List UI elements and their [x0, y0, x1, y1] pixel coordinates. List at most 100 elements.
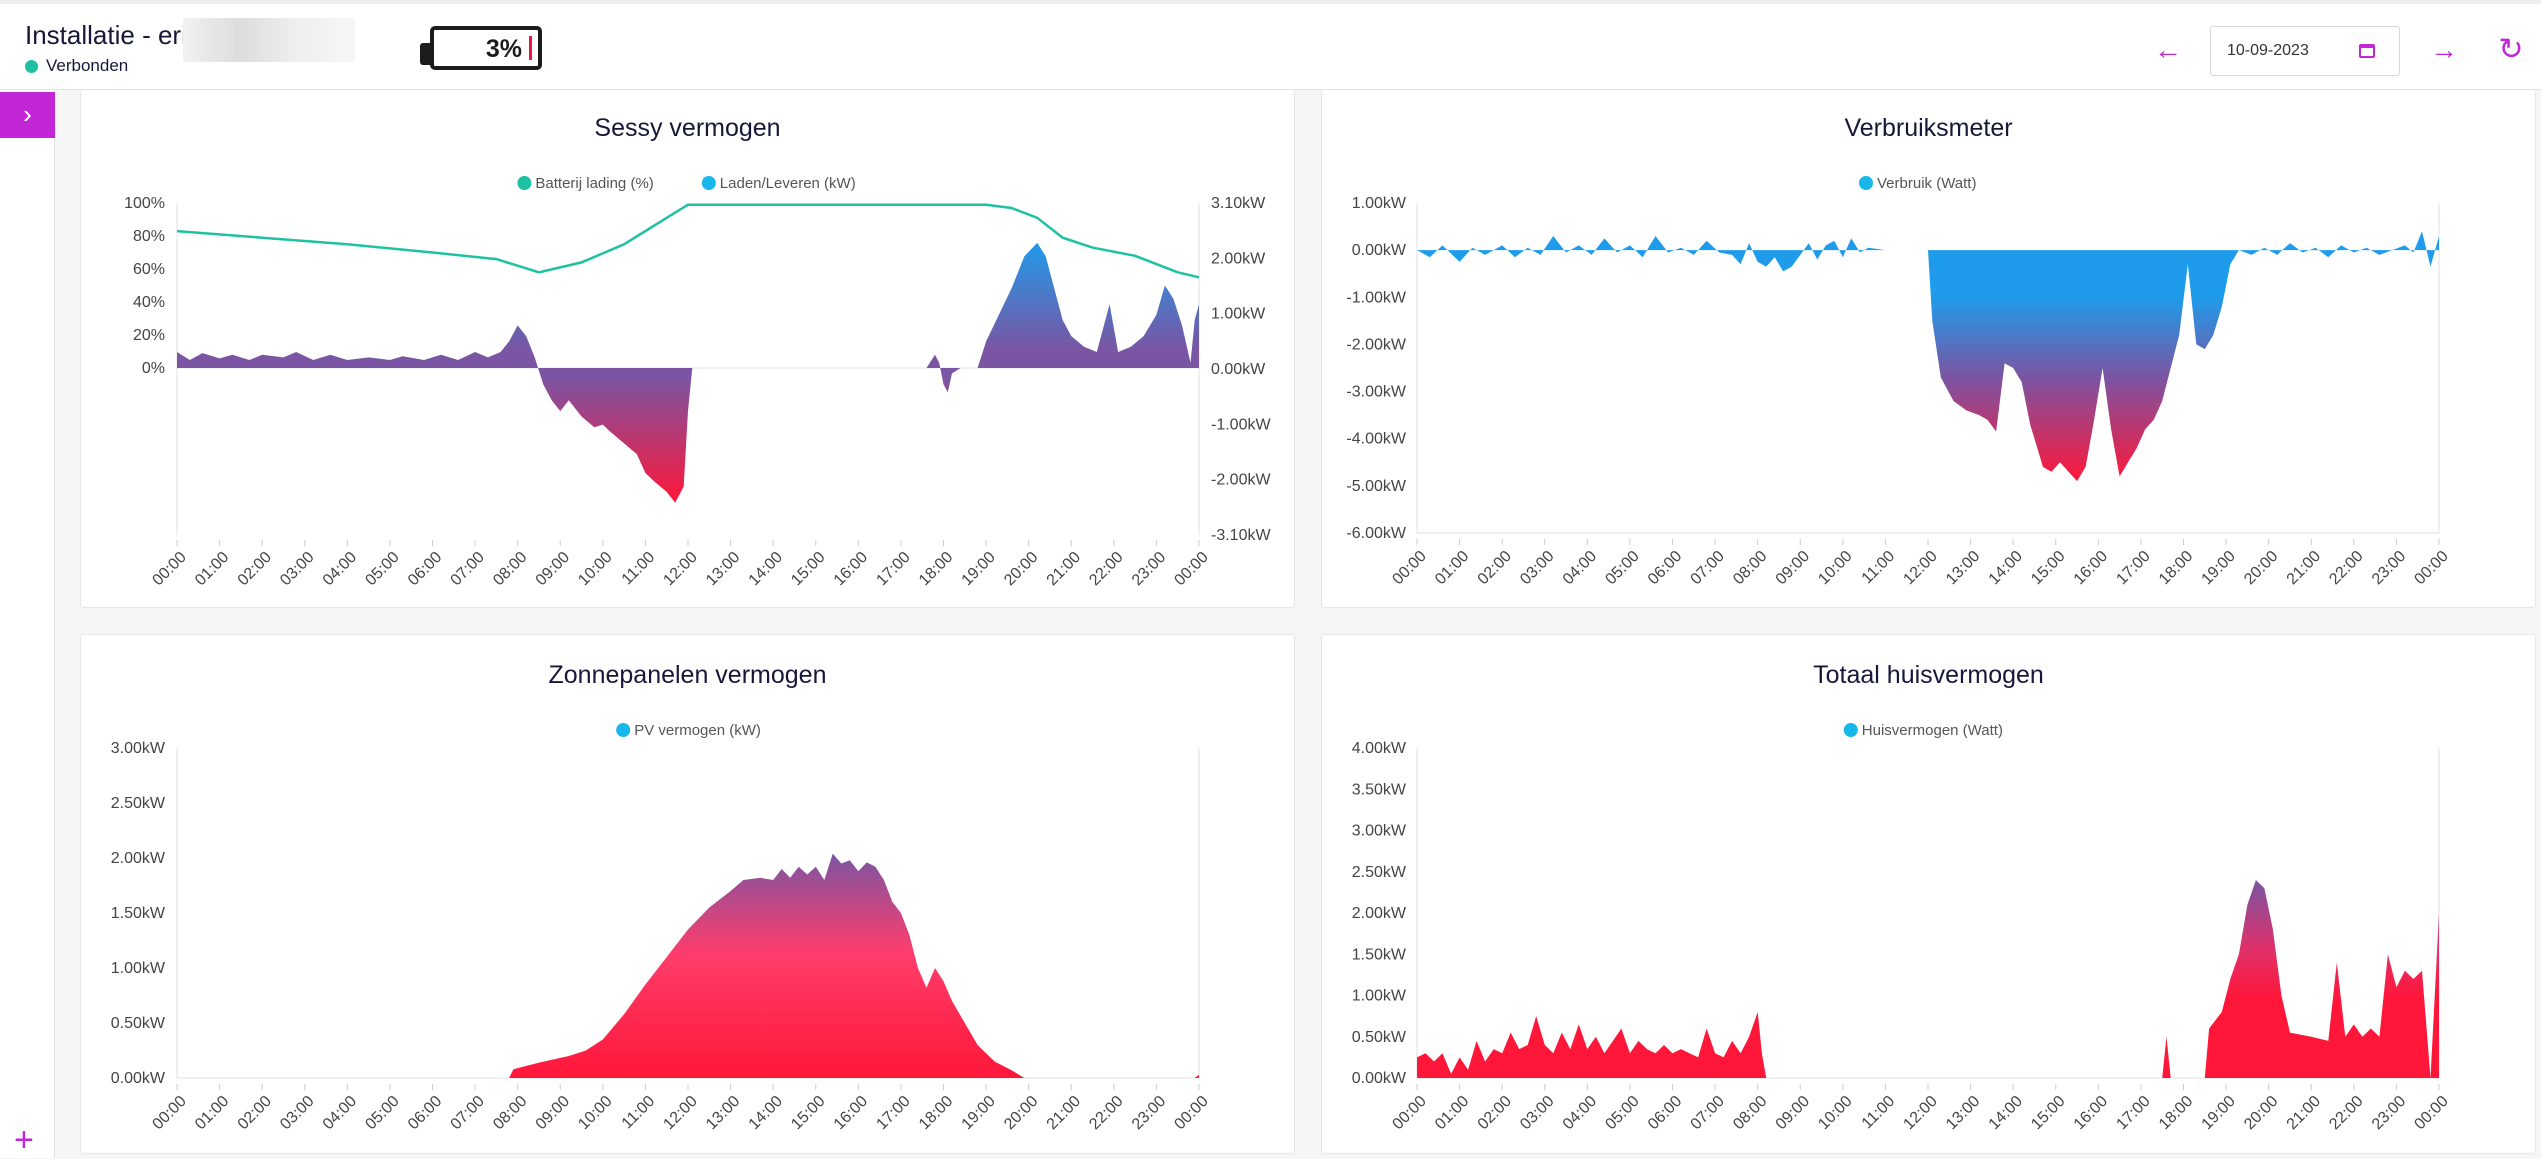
- x-tick-label: 03:00: [277, 549, 317, 589]
- x-tick-label: 11:00: [1859, 1093, 1899, 1133]
- x-tick-label: 01:00: [1432, 1093, 1472, 1133]
- legend-marker-2[interactable]: [701, 176, 716, 190]
- x-tick-label: 20:00: [1001, 549, 1041, 589]
- y-tick-label: 60%: [133, 261, 165, 278]
- y-tick-label: 2.00kW: [1352, 905, 1407, 922]
- x-tick-label: 02:00: [1475, 548, 1515, 588]
- x-tick-label: 01:00: [192, 549, 232, 589]
- legend-marker-1[interactable]: [517, 176, 532, 190]
- legend-label-2[interactable]: Laden/Leveren (kW): [720, 175, 856, 192]
- verbruik-chart-panel: Verbruiksmeter 1.00kW 0.00kW -1.00kW -2.00k…: [1321, 90, 2536, 608]
- x-tick-label: 18:00: [2156, 548, 2196, 588]
- x-tick-label: 07:00: [1688, 1093, 1728, 1133]
- x-tick-label: 21:00: [1044, 549, 1084, 589]
- x-tick-label: 03:00: [277, 1093, 317, 1133]
- y-tick-label: 1.00kW: [1352, 988, 1407, 1005]
- x-tick-label: 22:00: [2326, 1093, 2366, 1133]
- x-tick-label: 07:00: [448, 1093, 488, 1133]
- x-tick-label: 13:00: [1943, 1093, 1983, 1133]
- y-tick-label: 3.50kW: [1352, 781, 1407, 798]
- arrow-right-icon[interactable]: →: [2430, 34, 2458, 65]
- series-area-huis: [1417, 880, 2439, 1078]
- x-tick-label: 01:00: [1432, 548, 1472, 588]
- legend-label-1[interactable]: PV vermogen (kW): [634, 722, 761, 739]
- y-tick-label: -3.00kW: [1346, 384, 1406, 401]
- sessy-chart-panel: Sessy vermogen 100% 80% 60% 40% 20% 0% 3.10kW 2…: [80, 90, 1295, 608]
- x-tick-label: 14:00: [746, 1093, 786, 1133]
- y-tick-label: 1.50kW: [1352, 946, 1407, 963]
- x-tick-label: 15:00: [788, 1093, 828, 1133]
- legend-marker-1[interactable]: [616, 723, 631, 737]
- battery-body: 3%: [430, 26, 542, 70]
- x-tick-label: 00:00: [1389, 548, 1429, 588]
- y-tick-label: 0.00kW: [111, 1070, 166, 1087]
- x-tick-label: 15:00: [2028, 548, 2068, 588]
- y-tick-label: 100%: [124, 195, 165, 212]
- x-tick-label: 18:00: [916, 549, 956, 589]
- x-tick-label: 15:00: [2028, 1093, 2068, 1133]
- x-tick-label: 16:00: [2071, 548, 2111, 588]
- x-tick-label: 20:00: [1001, 1093, 1041, 1133]
- y-tick-label: 1.50kW: [111, 905, 166, 922]
- x-tick-label: 22:00: [1086, 1093, 1126, 1133]
- y-tick-label: -5.00kW: [1346, 478, 1406, 495]
- x-tick-label: 14:00: [1986, 548, 2026, 588]
- x-tick-label: 17:00: [873, 549, 913, 589]
- y-tick-label: -2.00kW: [1346, 336, 1406, 353]
- y-tick-label: 1.00kW: [111, 960, 166, 977]
- y-tick-label: 4.00kW: [1352, 740, 1407, 757]
- x-tick-label: 06:00: [1645, 548, 1685, 588]
- battery-fill: [529, 36, 532, 60]
- x-tick-label: 05:00: [362, 549, 402, 589]
- x-tick-label: 07:00: [448, 549, 488, 589]
- y-tick-label: 80%: [133, 228, 165, 245]
- x-tick-label: 08:00: [490, 549, 530, 589]
- x-tick-label: 04:00: [1560, 1093, 1600, 1133]
- status-label: Verbonden: [46, 56, 129, 75]
- x-tick-label: 18:00: [916, 1093, 956, 1133]
- legend-marker-1[interactable]: [1859, 176, 1873, 190]
- x-tick-label: 00:00: [2411, 548, 2451, 588]
- x-tick-label: 17:00: [2113, 1093, 2153, 1133]
- x-tick-label: 19:00: [2199, 548, 2239, 588]
- refresh-icon[interactable]: ↻: [2498, 33, 2524, 66]
- x-tick-label: 19:00: [959, 1093, 999, 1133]
- x-tick-label: 09:00: [533, 1093, 573, 1133]
- x-tick-label: 14:00: [1986, 1093, 2026, 1133]
- x-tick-label: 21:00: [2284, 548, 2324, 588]
- x-tick-label: 09:00: [1773, 1093, 1813, 1133]
- date-picker[interactable]: 10-09-2023: [2210, 26, 2400, 76]
- verbruik-chart: 1.00kW 0.00kW -1.00kW -2.00kW -3.00kW -4.00kW…: [1346, 175, 2451, 588]
- legend-label-1[interactable]: Verbruik (Watt): [1877, 175, 1976, 192]
- x-tick-label: 00:00: [1389, 1093, 1429, 1133]
- x-tick-label: 07:00: [1688, 548, 1728, 588]
- x-tick-label: 06:00: [405, 1093, 445, 1133]
- calendar-icon[interactable]: [2359, 44, 2375, 58]
- x-tick-label: 19:00: [2199, 1093, 2239, 1133]
- chevron-right-icon[interactable]: ›: [0, 92, 55, 138]
- x-tick-label: 08:00: [1730, 548, 1770, 588]
- legend-label-1[interactable]: Batterij lading (%): [535, 175, 653, 192]
- y-tick-label: -2.00kW: [1211, 472, 1271, 489]
- chart-title: Verbruiksmeter: [1844, 114, 2013, 142]
- x-tick-label: 16:00: [831, 1093, 871, 1133]
- y-tick-label: 2.50kW: [111, 795, 166, 812]
- y-tick-label: 3.00kW: [111, 740, 166, 757]
- plus-icon[interactable]: +: [14, 1121, 34, 1159]
- y-tick-label: -6.00kW: [1346, 525, 1406, 542]
- x-tick-label: 23:00: [2369, 548, 2409, 588]
- y-tick-label: 2.00kW: [111, 850, 166, 867]
- redacted-name: [183, 18, 355, 62]
- legend-label-1[interactable]: Huisvermogen (Watt): [1862, 722, 2003, 739]
- arrow-left-icon[interactable]: ←: [2154, 34, 2182, 65]
- x-tick-label: 23:00: [2369, 1093, 2409, 1133]
- y-tick-label: 0%: [142, 360, 165, 377]
- x-tick-label: 22:00: [1086, 549, 1126, 589]
- battery-icon: [420, 43, 430, 65]
- y-tick-label: 0.00kW: [1352, 1070, 1407, 1087]
- sidebar: › +: [0, 90, 55, 1158]
- x-tick-label: 21:00: [1044, 1093, 1084, 1133]
- zon-chart: 3.00kW 2.50kW 2.00kW 1.50kW 1.00kW 0.50kW 0.00…: [111, 722, 1212, 1133]
- x-tick-label: 10:00: [1815, 1093, 1855, 1133]
- legend-marker-1[interactable]: [1843, 723, 1858, 737]
